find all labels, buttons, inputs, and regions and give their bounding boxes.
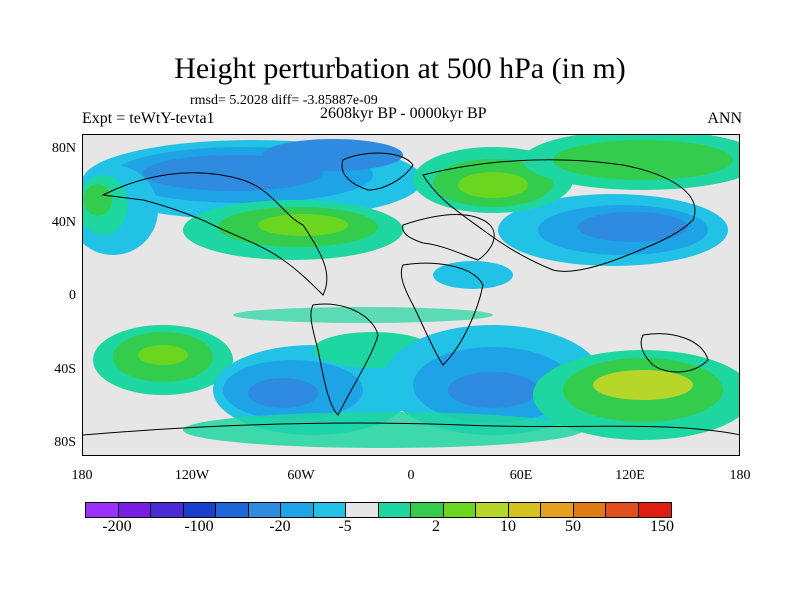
- lat-label: 0: [69, 288, 76, 303]
- colorbar-cell: [606, 503, 639, 517]
- lat-label: 40N: [51, 215, 76, 230]
- colorbar-cell: [86, 503, 119, 517]
- season-label: ANN: [707, 110, 742, 127]
- colorbar-cell: [313, 503, 346, 517]
- colorbar-label: -5: [338, 518, 352, 535]
- colorbar-label: 50: [565, 518, 581, 535]
- colorbar-label: 2: [432, 518, 440, 535]
- lat-label: 80S: [54, 435, 76, 450]
- colorbar-label: 150: [650, 518, 674, 535]
- colorbar-cell: [573, 503, 606, 517]
- colorbar-cell: [638, 503, 671, 517]
- colorbar-label: -20: [269, 518, 291, 535]
- colorbar-cell: [118, 503, 151, 517]
- colorbar-cell: [248, 503, 281, 517]
- lon-label: 0: [407, 468, 415, 483]
- lon-label: 180: [729, 468, 751, 483]
- colorbar-cell: [411, 503, 444, 517]
- colorbar-label: -200: [102, 518, 132, 535]
- lon-label: 180: [71, 468, 93, 483]
- colorbar-cell: [508, 503, 541, 517]
- colorbar-cell: [183, 503, 216, 517]
- lon-label: 120E: [615, 468, 645, 483]
- colorbar-cell: [378, 503, 411, 517]
- lon-label: 120W: [174, 468, 210, 483]
- colorbar-cell: [281, 503, 314, 517]
- contour-field: [83, 135, 739, 455]
- colorbar-cell: [541, 503, 574, 517]
- colorbar: [85, 502, 672, 518]
- lat-label: 80N: [51, 141, 76, 156]
- lat-label: 40S: [54, 362, 76, 377]
- colorbar-cell: [346, 503, 379, 517]
- experiment-label: Expt = teWtY-tevta1: [82, 110, 215, 127]
- colorbar-cell: [443, 503, 476, 517]
- colorbar-label: -100: [184, 518, 214, 535]
- colorbar-cell: [151, 503, 184, 517]
- lon-label: 60W: [287, 468, 315, 483]
- lon-label: 60E: [509, 468, 533, 483]
- colorbar-label: 10: [500, 518, 516, 535]
- period-label: 2608kyr BP - 0000kyr BP: [320, 105, 487, 122]
- map-title: Height perturbation at 500 hPa (in m): [174, 52, 626, 85]
- map-panel: [82, 134, 740, 456]
- colorbar-cell: [216, 503, 249, 517]
- colorbar-cell: [476, 503, 509, 517]
- rmsd-stats: rmsd= 5.2028 diff= -3.85887e-09: [190, 93, 378, 108]
